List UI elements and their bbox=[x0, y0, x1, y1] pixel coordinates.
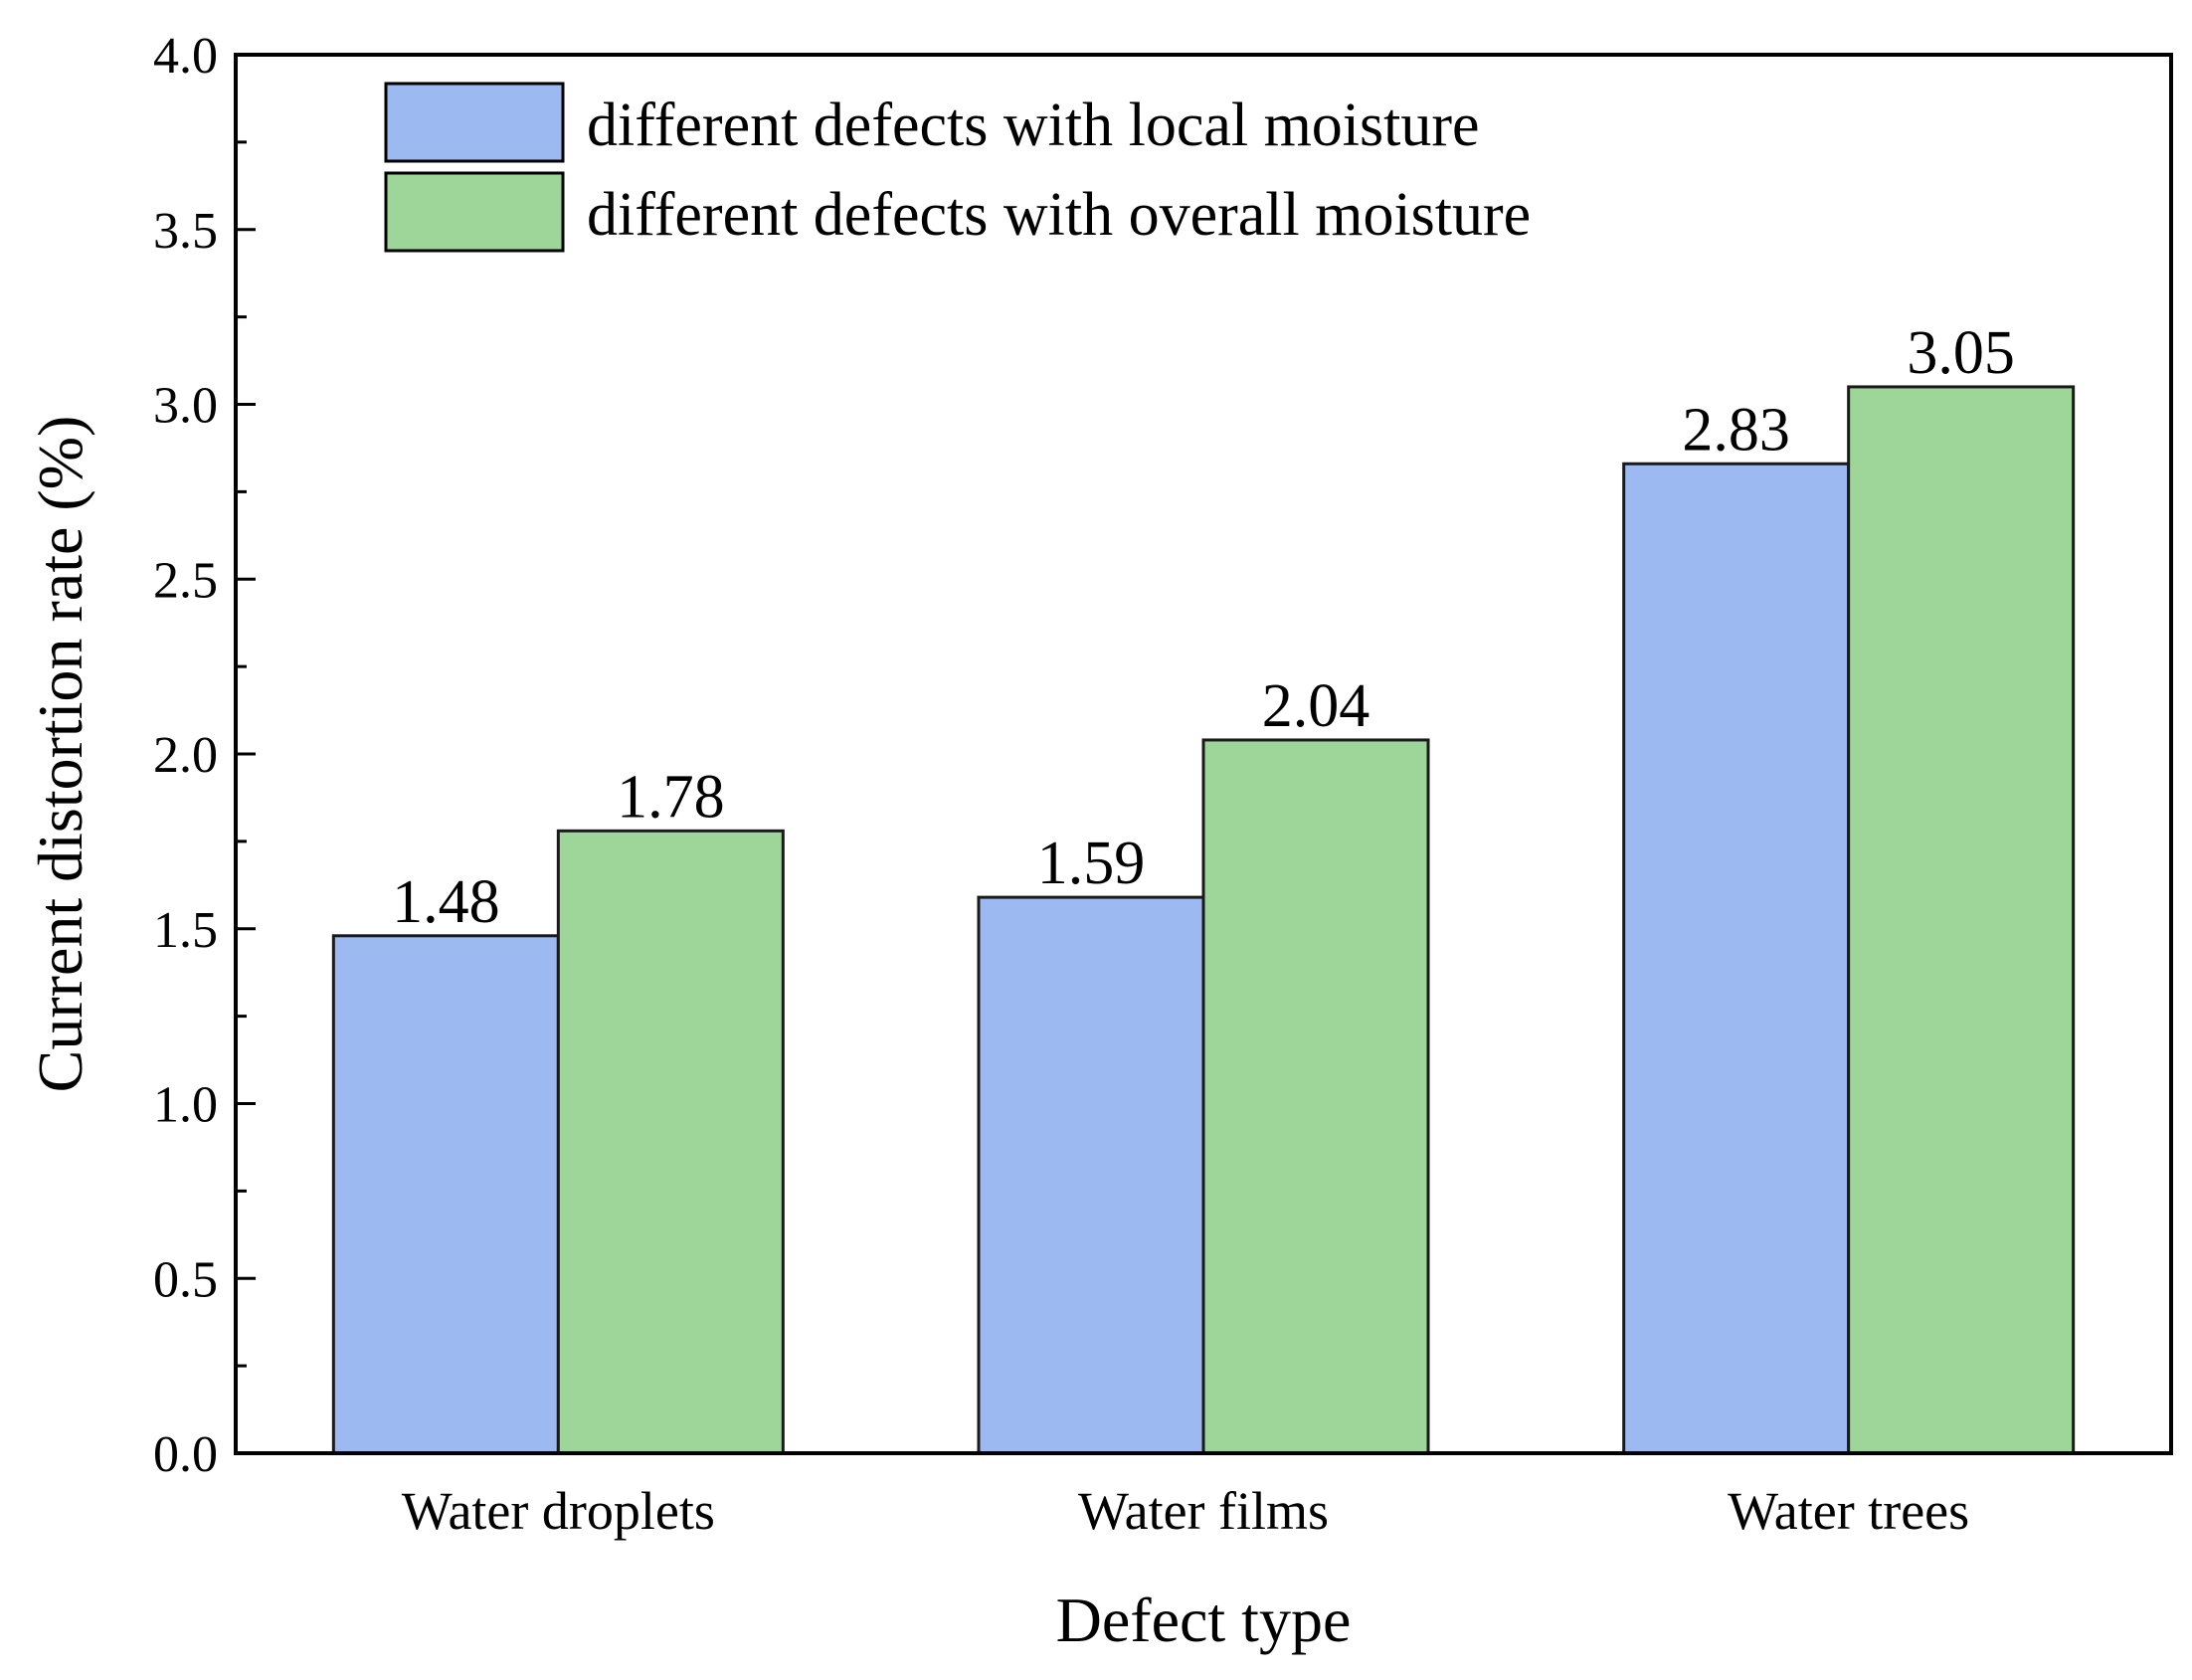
bar-value-label: 2.83 bbox=[1682, 396, 1790, 464]
bar-value-label: 1.78 bbox=[617, 763, 725, 831]
x-tick-label: Water films bbox=[1078, 1481, 1329, 1541]
x-tick-label: Water trees bbox=[1728, 1481, 1969, 1541]
x-tick-label: Water droplets bbox=[402, 1481, 715, 1541]
legend-swatch-overall-moisture bbox=[384, 171, 565, 253]
bar bbox=[1622, 462, 1851, 1455]
plot-frame bbox=[234, 53, 2173, 1455]
bar-value-label: 1.48 bbox=[392, 868, 500, 936]
x-axis-title: Defect type bbox=[1056, 1585, 1352, 1655]
y-tick-label: 0.0 bbox=[153, 1426, 218, 1483]
bar bbox=[1201, 738, 1430, 1455]
x-axis-category-labels: Water droplets Water films Water trees bbox=[402, 1481, 1969, 1541]
y-tick-label: 3.0 bbox=[153, 378, 218, 435]
bars bbox=[331, 385, 2076, 1455]
bar bbox=[331, 934, 560, 1455]
bar-value-label: 3.05 bbox=[1907, 319, 2015, 387]
y-axis-ticks: 0.0 0.5 1.0 1.5 2.0 2.5 3.0 3.5 4.0 bbox=[153, 28, 256, 1483]
y-tick-label: 4.0 bbox=[153, 28, 218, 85]
y-tick-label: 2.0 bbox=[153, 727, 218, 784]
bar-value-label: 1.59 bbox=[1037, 830, 1146, 897]
y-axis-title: Current distortion rate (%) bbox=[25, 416, 95, 1093]
legend-swatch-local-moisture bbox=[384, 82, 565, 163]
y-tick-label: 2.5 bbox=[153, 552, 218, 609]
bar bbox=[556, 829, 785, 1455]
legend-label-overall-moisture: different defects with overall moisture bbox=[587, 181, 1531, 249]
bar-value-label: 2.04 bbox=[1262, 672, 1370, 740]
legend: different defects with local moisture di… bbox=[384, 82, 1531, 253]
y-tick-label: 0.5 bbox=[153, 1251, 218, 1308]
legend-label-local-moisture: different defects with local moisture bbox=[587, 92, 1480, 159]
y-tick-label: 3.5 bbox=[153, 203, 218, 260]
y-tick-label: 1.0 bbox=[153, 1077, 218, 1134]
bar bbox=[1847, 385, 2076, 1455]
value-labels: 1.48 1.78 1.59 2.04 2.83 3.05 bbox=[392, 319, 2015, 936]
y-tick-label: 1.5 bbox=[153, 902, 218, 959]
bar bbox=[977, 895, 1205, 1455]
